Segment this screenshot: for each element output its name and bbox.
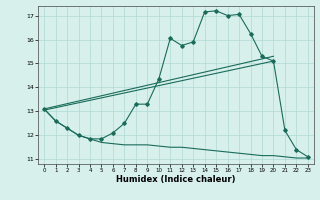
- X-axis label: Humidex (Indice chaleur): Humidex (Indice chaleur): [116, 175, 236, 184]
